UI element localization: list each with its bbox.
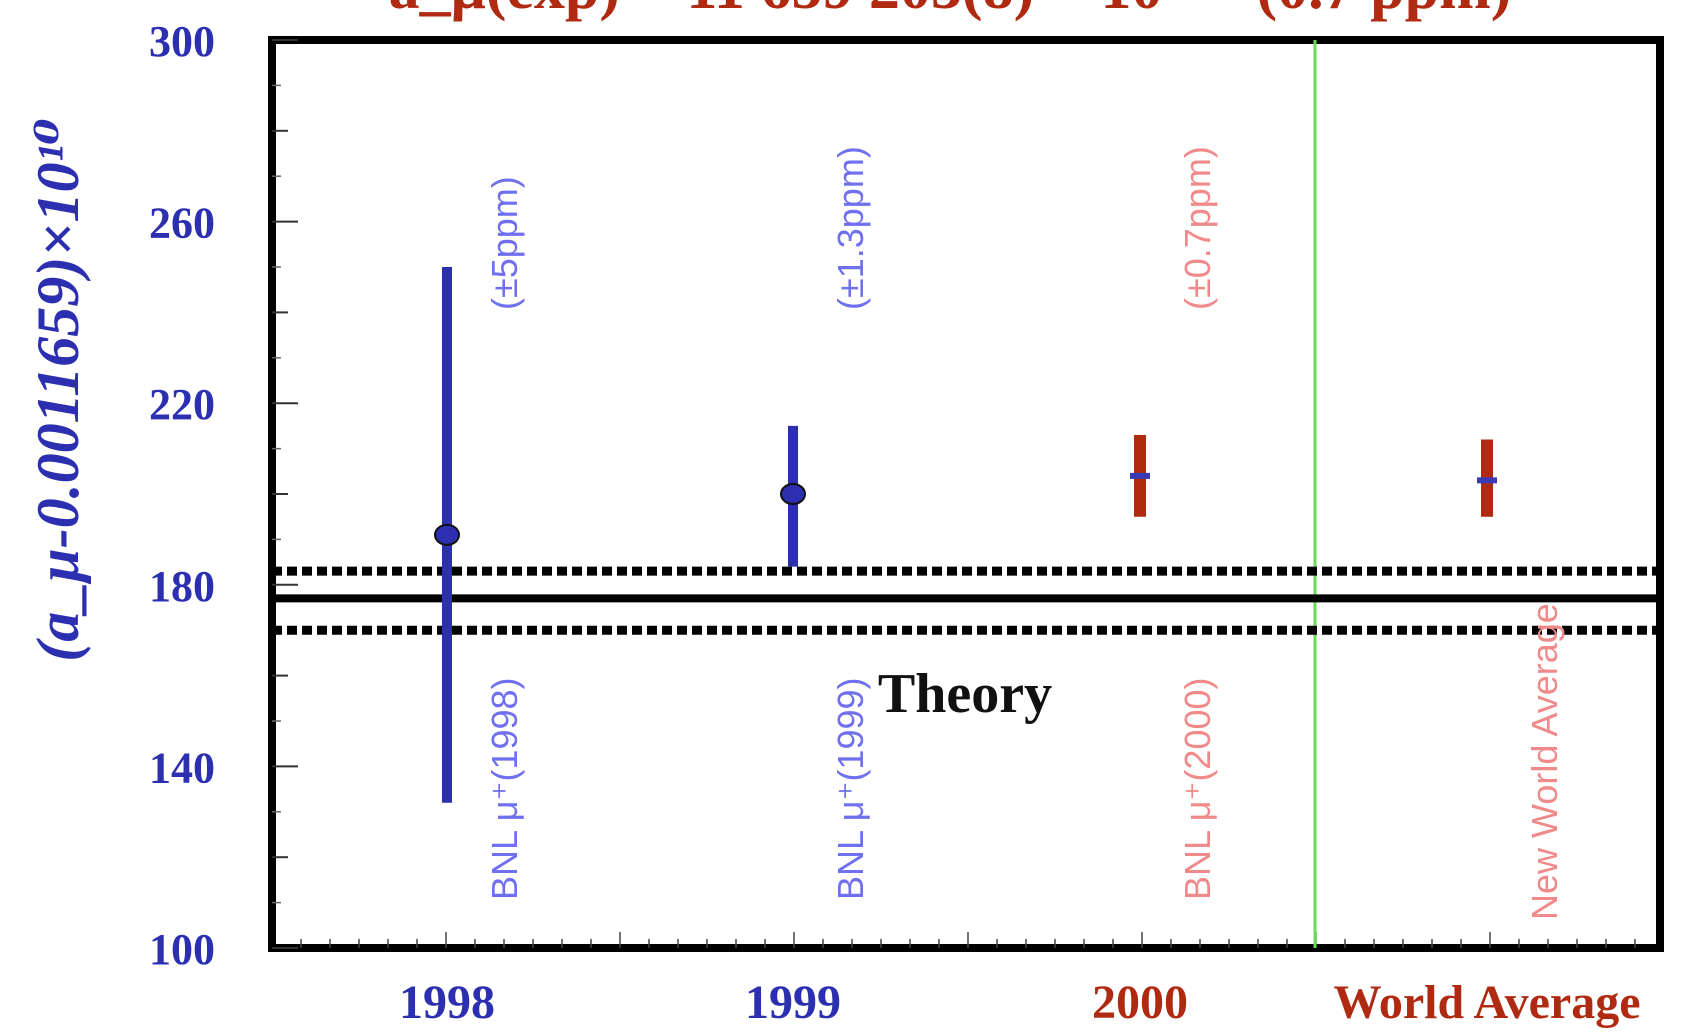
y-tick-label: 100 xyxy=(149,925,215,974)
y-tick-label: 260 xyxy=(149,199,215,248)
x-category-label: 2000 xyxy=(1092,976,1188,1029)
x-category-label: World Average xyxy=(1333,976,1640,1029)
plot-area: 100 140 180 220 260 300 1998 1999 2000 World Aver… xyxy=(149,17,1664,1029)
x-category-label: 1998 xyxy=(399,976,495,1029)
precision-label: (±0.7ppm) xyxy=(1177,146,1218,310)
x-category-label: 1999 xyxy=(745,976,841,1029)
y-tick-label: 180 xyxy=(149,562,215,611)
y-tick-label: 300 xyxy=(149,17,215,66)
data-point xyxy=(780,483,806,505)
theory-label: Theory xyxy=(878,663,1052,725)
data-point xyxy=(434,523,460,546)
y-tick-label: 220 xyxy=(149,380,215,429)
y-axis-label: (a_μ-0.0011659)×10¹⁰ xyxy=(25,118,91,661)
chart-title: a_μ(exp) = 11 659 203(8) × 10⁻¹⁰ (0.7 pp… xyxy=(389,0,1512,22)
point-label: BNL μ⁺(1998) xyxy=(484,677,525,900)
precision-label: (±5ppm) xyxy=(484,176,525,310)
point-label: BNL μ⁺(1999) xyxy=(830,677,871,900)
plot-frame xyxy=(268,36,1664,952)
point-label: New World Average xyxy=(1524,603,1565,920)
point-label: BNL μ⁺(2000) xyxy=(1177,677,1218,900)
precision-label: (±1.3ppm) xyxy=(830,146,871,310)
y-tick-label: 140 xyxy=(149,743,215,792)
